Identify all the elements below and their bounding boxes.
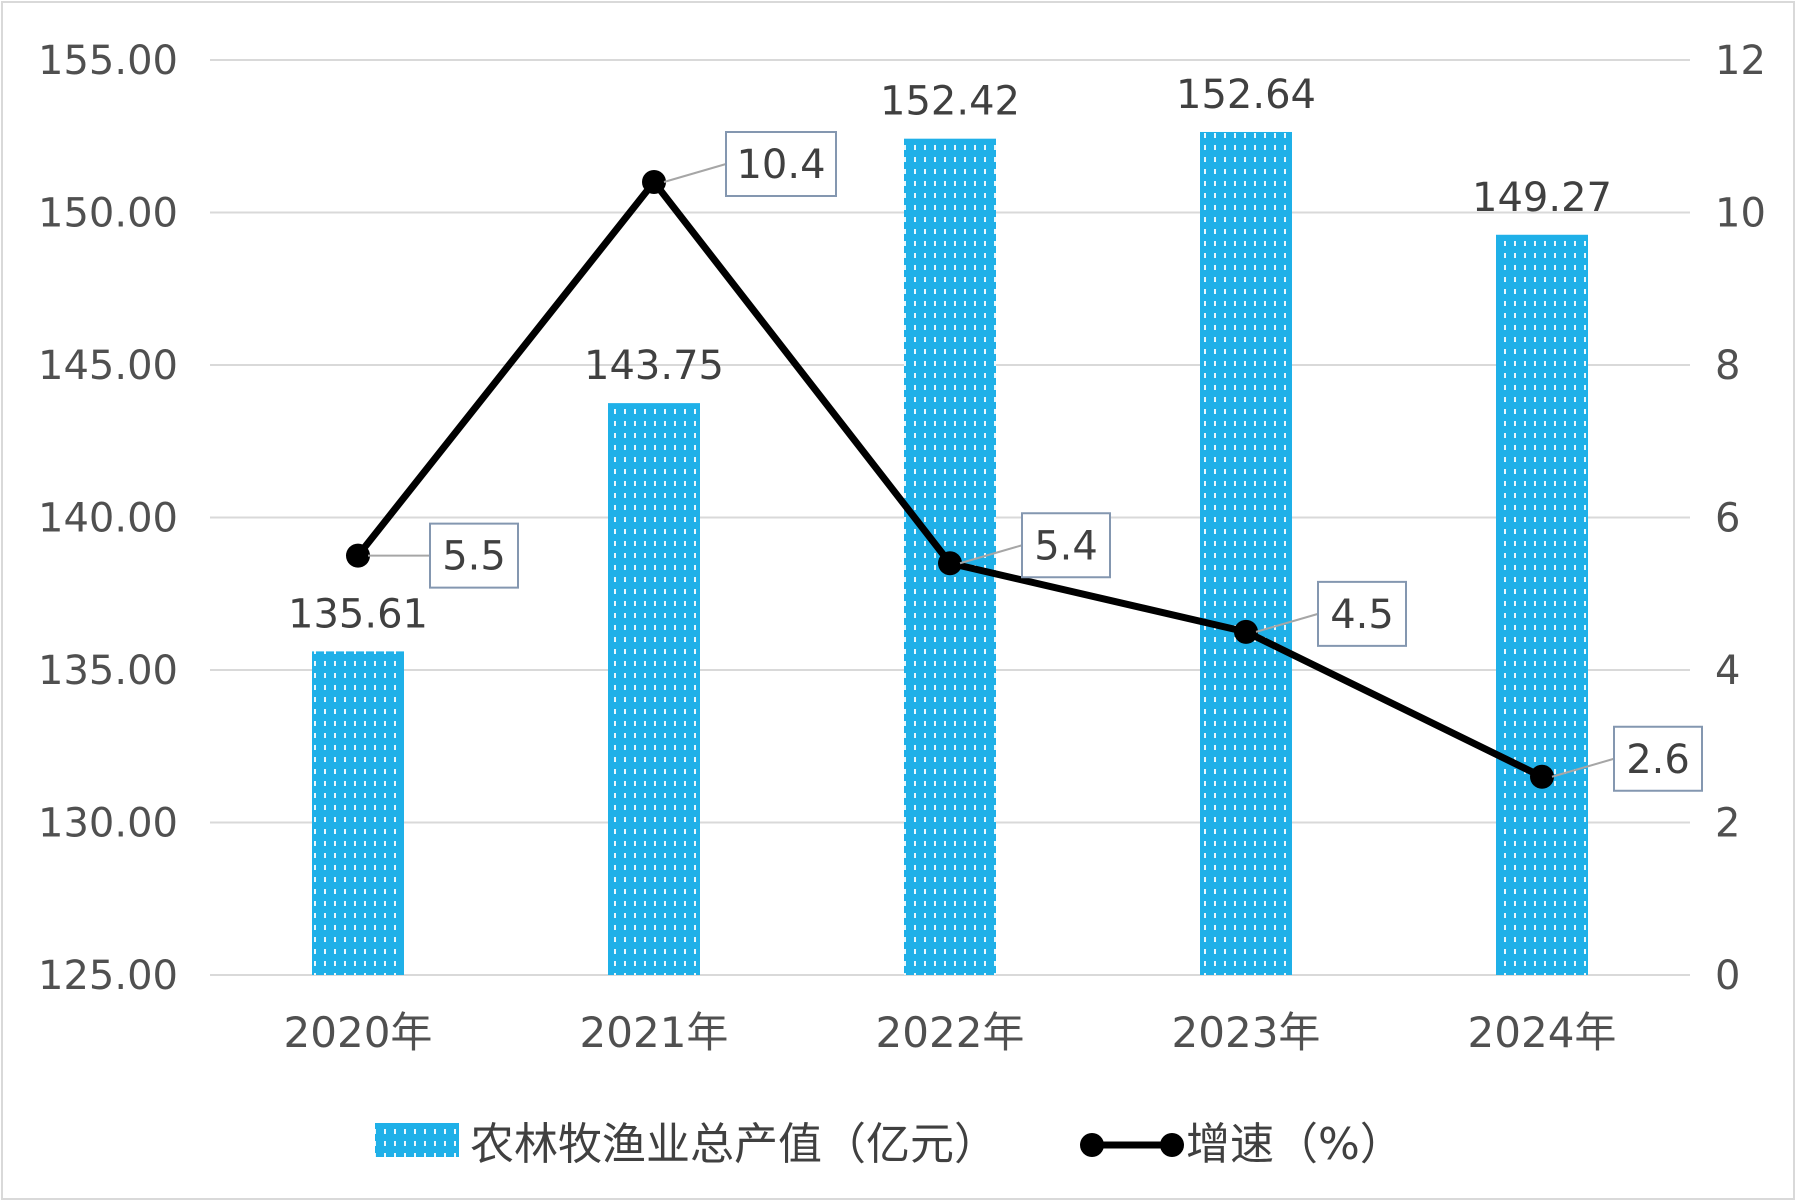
left-axis-tick-label: 155.00 [38,38,178,84]
bar [1496,234,1588,975]
bar-value-label: 135.61 [288,591,428,637]
bar [312,651,404,975]
legend: 农林牧渔业总产值（亿元） 增速（%） [375,1119,1404,1170]
left-axis-tick-label: 135.00 [38,648,178,694]
legend-label-bar: 农林牧渔业总产值（亿元） [470,1119,998,1170]
right-axis-tick-label: 6 [1715,496,1740,542]
line-label-box [1021,512,1111,579]
right-axis-tick-label: 4 [1715,648,1740,694]
left-axis-tick-label: 125.00 [38,953,178,999]
line-series [346,170,1554,789]
axes: 125.00 130.00 135.00 140.00 145.00 150.00 155.… [38,38,1766,1057]
legend-swatch-bar [375,1123,459,1157]
label-leader [959,544,1023,565]
left-axis-tick-label: 150.00 [38,191,178,237]
line-point [1530,764,1554,789]
right-axis-tick-label: 12 [1715,38,1766,84]
line-point [1234,619,1258,644]
line-point [642,170,666,194]
x-axis-tick-label: 2023年 [1172,1008,1321,1057]
line-point [346,543,370,568]
legend-marker [1080,1133,1104,1157]
label-leader [663,163,727,183]
bar [608,403,700,975]
line-value-label: 10.4 [736,142,825,188]
bar-value-label: 143.75 [584,343,724,389]
left-axis-tick-label: 140.00 [38,496,178,542]
line-value-label: 5.4 [1034,523,1098,569]
left-axis-tick-label: 130.00 [38,801,178,847]
x-axis-tick-label: 2024年 [1468,1008,1617,1057]
line-value-label: 2.6 [1626,737,1690,783]
bar-value-label: 152.42 [880,79,1020,125]
bar-series [312,131,1588,976]
data-labels: 135.61 143.75 152.42 152.64 149.27 5.5 10.4 5.4… [288,72,1703,792]
right-axis-tick-label: 8 [1715,343,1740,389]
legend-label-line: 增速（%） [1186,1119,1404,1170]
line-label-box [1613,725,1703,792]
line-value-label: 5.5 [442,534,506,580]
right-axis-tick-label: 10 [1715,191,1766,237]
line-label-box [429,522,519,589]
label-leader [1551,757,1615,778]
x-axis-tick-label: 2022年 [876,1008,1025,1057]
left-axis-tick-label: 145.00 [38,343,178,389]
bar [1200,131,1292,976]
line-label-box [725,131,837,197]
right-axis-tick-label: 2 [1715,801,1740,847]
x-axis-tick-label: 2020年 [284,1008,433,1057]
line-label-box [1317,580,1407,647]
line-point [938,551,962,576]
bar-value-label: 149.27 [1472,175,1612,221]
x-axis-tick-label: 2021年 [580,1008,729,1057]
right-axis-tick-label: 0 [1715,953,1740,999]
legend-marker [1160,1133,1184,1157]
line-value-label: 4.5 [1330,592,1394,638]
bar-value-label: 152.64 [1176,72,1316,118]
label-leader [1255,612,1319,633]
